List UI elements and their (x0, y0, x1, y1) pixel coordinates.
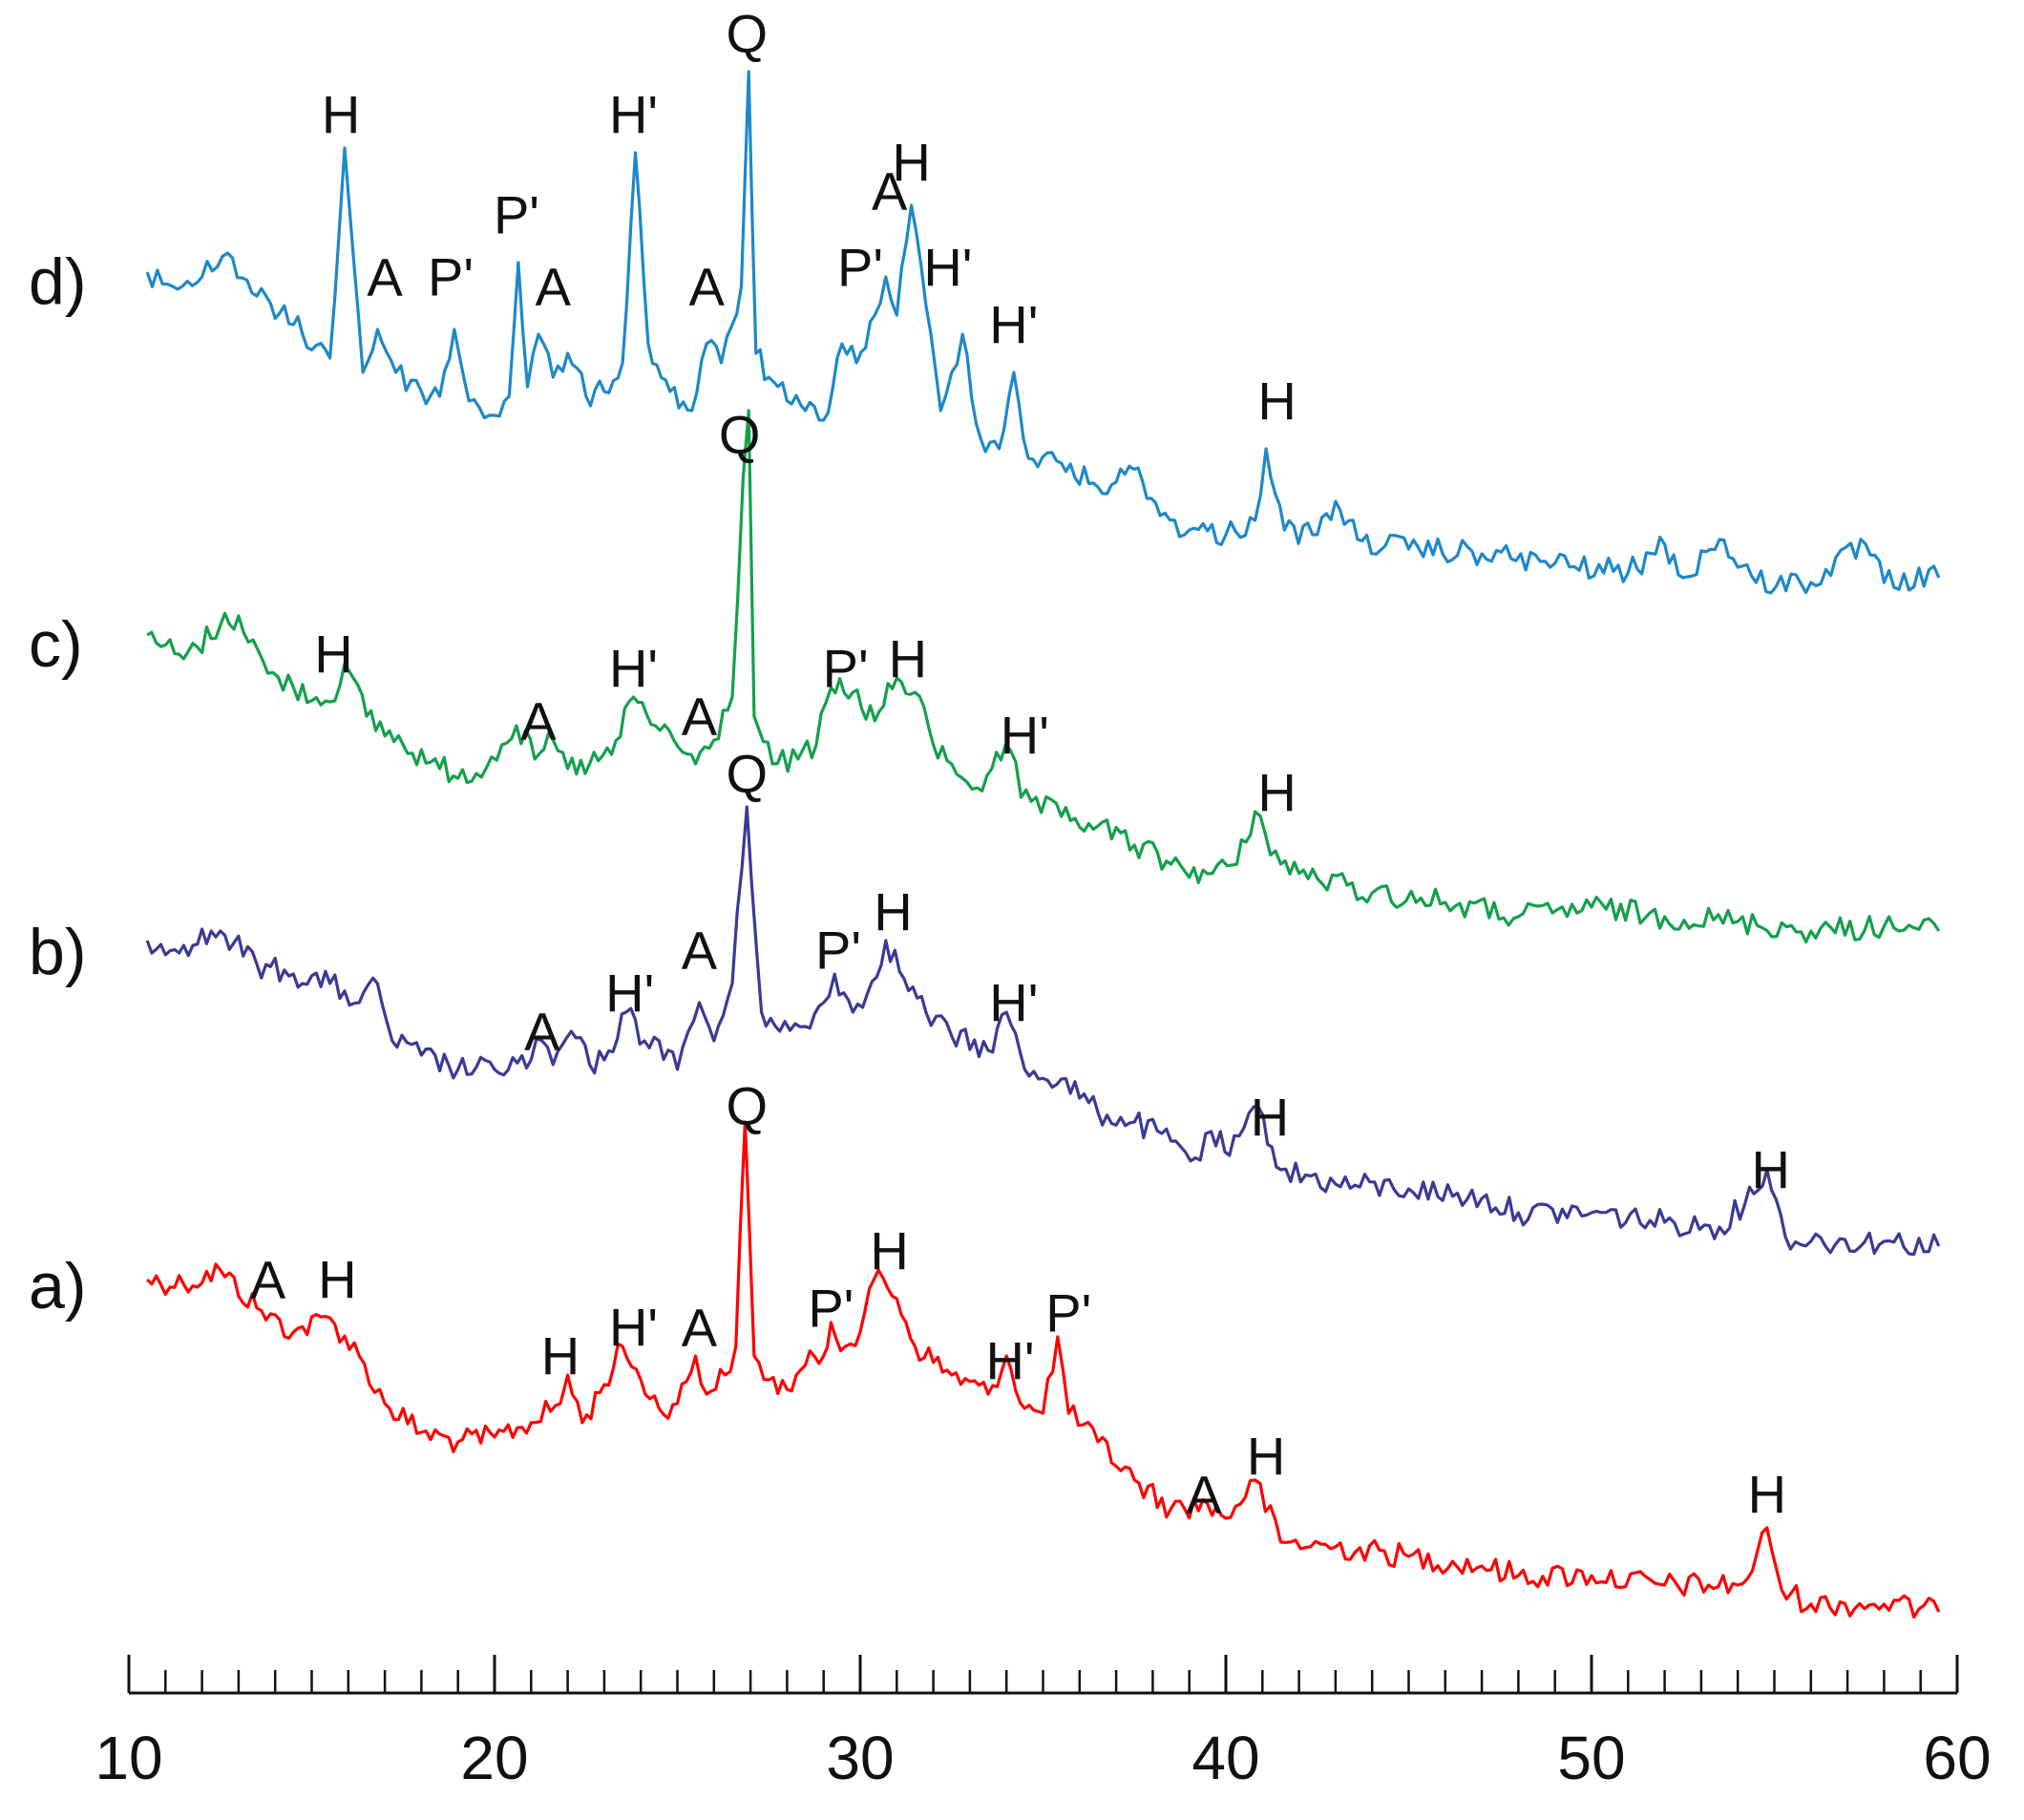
peak-label: Q (719, 405, 761, 465)
trace-labels-layer: a) b) c) d) (29, 245, 86, 1323)
peak-label: H' (609, 639, 658, 699)
peak-label: H' (609, 1298, 658, 1358)
peak-label: H (1748, 1465, 1786, 1525)
peak-label: H (1257, 371, 1296, 432)
peak-label: H' (989, 973, 1038, 1033)
peak-label: H (541, 1326, 580, 1386)
x-tick-label: 50 (1557, 1724, 1625, 1792)
peak-label: H (889, 629, 927, 689)
x-axis: 10 20 30 40 50 60 (95, 1655, 1992, 1792)
peak-label: A (688, 257, 725, 317)
peak-label: H' (609, 85, 658, 145)
peak-label: A (536, 257, 572, 317)
x-tick-label: 30 (826, 1724, 894, 1792)
peak-label: Q (726, 1076, 768, 1136)
traces-layer (145, 70, 1941, 1619)
trace-label-a: a) (29, 1250, 86, 1323)
peak-label: A (250, 1250, 286, 1310)
peak-label: H (318, 1250, 356, 1310)
peak-label: H (874, 882, 912, 942)
peak-label: P' (428, 247, 474, 307)
peak-label: A (682, 921, 718, 981)
peak-label: P' (808, 1279, 854, 1339)
trace-label-d: d) (29, 245, 86, 318)
peak-label: A (682, 687, 718, 747)
trace-b-line (145, 805, 1941, 1257)
peak-label: A (520, 691, 557, 751)
peak-label: A (682, 1298, 718, 1358)
peak-label: P' (1045, 1283, 1091, 1344)
x-tick-label: 60 (1923, 1724, 1991, 1792)
x-tick-label: 20 (460, 1724, 528, 1792)
peak-label: H' (985, 1331, 1034, 1391)
peak-label: H (314, 624, 352, 685)
peak-label: H (322, 85, 360, 145)
x-tick-label: 40 (1191, 1724, 1259, 1792)
trace-c-line (146, 409, 1941, 943)
trace-label-b: b) (29, 916, 86, 988)
trace-label-c: c) (29, 608, 83, 681)
peak-label: A (367, 247, 403, 307)
x-tick-label: 10 (95, 1724, 162, 1792)
peak-label: H (1257, 763, 1296, 823)
peak-label: P' (494, 185, 539, 245)
peak-label: H (1751, 1140, 1789, 1200)
peak-label: H (1251, 1088, 1289, 1148)
peak-label: Q (726, 4, 768, 64)
peak-label: H' (923, 238, 972, 298)
peak-label: H (892, 133, 930, 193)
trace-a-line (146, 1120, 1941, 1619)
peak-label: P' (815, 921, 861, 981)
peak-label: Q (726, 744, 768, 804)
peak-label: P' (823, 639, 869, 699)
peak-label: H' (1001, 706, 1049, 766)
peak-label: A (524, 1002, 560, 1062)
peak-label: P' (837, 238, 883, 298)
peak-label: H (1247, 1427, 1285, 1487)
peak-label: H (870, 1221, 908, 1281)
trace-d-line (145, 70, 1941, 595)
peak-label: A (872, 161, 908, 222)
peak-label: H' (605, 963, 654, 1024)
peak-label: A (1186, 1465, 1222, 1525)
peak-label: H' (989, 295, 1038, 355)
